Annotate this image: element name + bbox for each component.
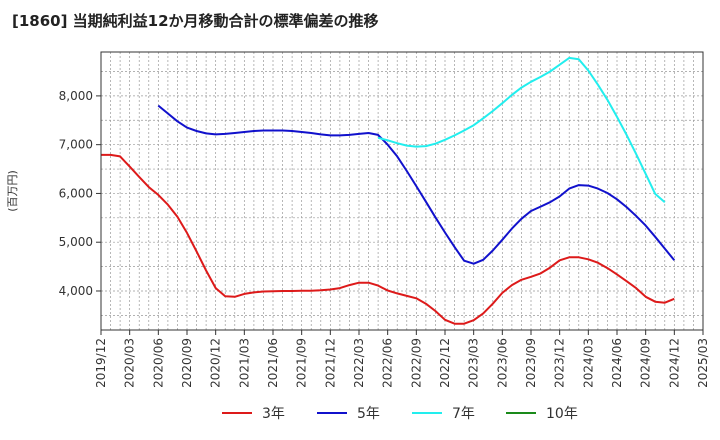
series-line-7年 — [377, 56, 666, 203]
legend-label: 7年 — [452, 406, 475, 422]
x-axis: 2019/12 2020/03 2020/06 2020/09 2020/12 2021/… — [94, 330, 710, 388]
x-tick-label: 2023/06 — [495, 338, 509, 388]
x-tick-label: 2022/03 — [352, 338, 366, 388]
x-tick-label: 2021/09 — [295, 338, 309, 388]
series-layer — [101, 56, 676, 325]
y-tick-label: 6,000 — [59, 186, 93, 200]
grid-lines — [101, 52, 703, 330]
x-tick-label: 2024/06 — [610, 338, 624, 388]
x-tick-label: 2023/03 — [467, 338, 481, 388]
x-tick-label: 2025/03 — [696, 338, 710, 388]
x-tick-label: 2023/09 — [524, 338, 538, 388]
x-tick-label: 2024/09 — [639, 338, 653, 388]
x-tick-label: 2024/03 — [581, 338, 595, 388]
series-line-5年 — [157, 104, 676, 265]
legend-label: 10年 — [546, 406, 578, 422]
y-axis: 4,000 5,000 6,000 7,000 8,000 — [59, 89, 101, 298]
y-axis-label: (百万円) — [6, 170, 19, 212]
x-tick-label: 2020/12 — [209, 338, 223, 388]
series-line-3年 — [101, 153, 675, 325]
legend-label: 5年 — [357, 406, 380, 422]
y-tick-label: 7,000 — [59, 138, 93, 152]
chart-title: [1860] 当期純利益12か月移動合計の標準偏差の推移 — [12, 12, 379, 30]
plot-frame — [100, 51, 704, 331]
x-tick-label: 2022/09 — [409, 338, 423, 388]
y-tick-label: 5,000 — [59, 235, 93, 249]
x-tick-label: 2020/06 — [151, 338, 165, 388]
x-tick-label: 2020/09 — [180, 338, 194, 388]
x-tick-label: 2023/12 — [553, 338, 567, 388]
x-tick-label: 2022/06 — [381, 338, 395, 388]
x-tick-label: 2021/03 — [237, 338, 251, 388]
y-tick-label: 8,000 — [59, 89, 93, 103]
x-tick-label: 2021/06 — [266, 338, 280, 388]
x-tick-label: 2020/03 — [123, 338, 137, 388]
legend-label: 3年 — [262, 406, 285, 422]
y-tick-label: 4,000 — [59, 284, 93, 298]
x-tick-label: 2024/12 — [667, 338, 681, 388]
x-tick-label: 2021/12 — [323, 338, 337, 388]
x-tick-label: 2019/12 — [94, 338, 108, 388]
x-tick-label: 2022/12 — [438, 338, 452, 388]
legend: 3年 5年 7年 10年 — [222, 406, 578, 422]
